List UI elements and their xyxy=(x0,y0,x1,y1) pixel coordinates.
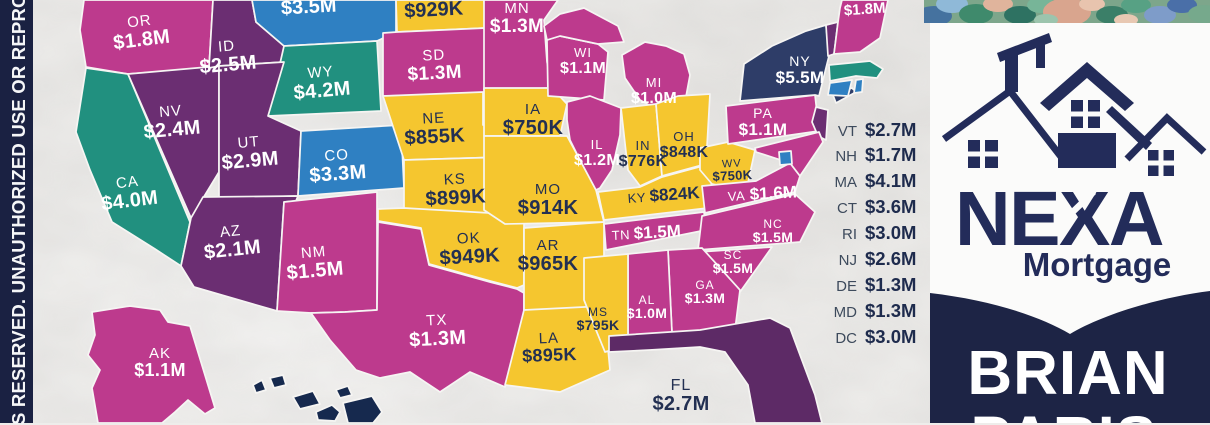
svg-text:IN: IN xyxy=(636,138,651,153)
svg-text:$1.1M: $1.1M xyxy=(134,360,186,380)
svg-text:AL: AL xyxy=(639,293,656,307)
svg-text:MI: MI xyxy=(646,75,662,90)
svg-text:$3.0M: $3.0M xyxy=(865,326,916,347)
svg-text:NH: NH xyxy=(835,148,857,165)
svg-text:$3.0M: $3.0M xyxy=(865,222,916,243)
svg-text:$1.3M: $1.3M xyxy=(865,300,916,321)
svg-text:$1.6M: $1.6M xyxy=(749,182,797,203)
svg-text:$1.2M: $1.2M xyxy=(574,152,620,169)
svg-text:MN: MN xyxy=(504,0,529,17)
svg-text:$1.3M: $1.3M xyxy=(409,327,467,352)
svg-text:$795K: $795K xyxy=(577,317,620,333)
svg-text:$3.6M: $3.6M xyxy=(865,196,916,217)
svg-text:$929K: $929K xyxy=(404,0,465,23)
svg-text:$1.5M: $1.5M xyxy=(713,260,753,276)
svg-text:$848K: $848K xyxy=(660,144,709,161)
svg-text:MS: MS xyxy=(588,305,608,319)
svg-text:$1.8M: $1.8M xyxy=(843,0,886,19)
svg-text:$4.2M: $4.2M xyxy=(293,78,352,105)
svg-text:$2.4M: $2.4M xyxy=(143,117,202,144)
svg-text:NE: NE xyxy=(422,109,446,127)
svg-text:RI: RI xyxy=(842,226,857,243)
svg-text:MO: MO xyxy=(535,181,561,198)
svg-text:$855K: $855K xyxy=(404,124,466,149)
svg-text:$1.5M: $1.5M xyxy=(753,229,793,245)
svg-text:$1.0M: $1.0M xyxy=(627,305,667,321)
svg-text:PA: PA xyxy=(753,105,773,121)
svg-text:$2.9M: $2.9M xyxy=(221,148,280,175)
svg-text:IA: IA xyxy=(525,101,541,118)
svg-text:$1.1M: $1.1M xyxy=(739,120,788,139)
svg-text:$965K: $965K xyxy=(518,253,579,275)
svg-text:$949K: $949K xyxy=(439,244,501,269)
svg-text:$2.6M: $2.6M xyxy=(865,248,916,269)
svg-text:OK: OK xyxy=(456,229,481,247)
svg-text:SC: SC xyxy=(724,248,743,262)
svg-text:CT: CT xyxy=(837,200,857,217)
svg-text:$1.0M: $1.0M xyxy=(631,90,677,107)
svg-text:$899K: $899K xyxy=(425,185,487,210)
svg-text:$824K: $824K xyxy=(649,183,701,205)
svg-text:KY: KY xyxy=(627,190,646,206)
svg-text:CA: CA xyxy=(115,173,140,193)
svg-text:$2.7M: $2.7M xyxy=(652,393,709,415)
svg-text:PARIS: PARIS xyxy=(971,404,1158,423)
svg-text:IL: IL xyxy=(591,137,604,152)
svg-text:KS: KS xyxy=(443,170,466,188)
svg-text:WI: WI xyxy=(574,45,592,60)
svg-text:NJ: NJ xyxy=(839,252,857,269)
svg-text:$914K: $914K xyxy=(518,197,579,219)
svg-text:$3.5M: $3.5M xyxy=(280,0,337,19)
svg-text:TN: TN xyxy=(611,227,630,243)
svg-text:NC: NC xyxy=(763,217,782,231)
svg-text:NY: NY xyxy=(789,53,810,69)
svg-text:VT: VT xyxy=(838,123,857,140)
svg-text:NEXA: NEXA xyxy=(955,176,1163,262)
svg-text:ID: ID xyxy=(217,37,235,55)
svg-text:FL: FL xyxy=(671,377,692,394)
svg-text:LA: LA xyxy=(538,330,559,348)
svg-text:$750K: $750K xyxy=(712,167,753,184)
svg-text:AR: AR xyxy=(537,237,560,254)
svg-text:$2.5M: $2.5M xyxy=(199,52,258,79)
svg-text:$895K: $895K xyxy=(522,344,577,366)
svg-text:$1.3M: $1.3M xyxy=(407,62,462,86)
svg-text:SD: SD xyxy=(422,46,446,64)
svg-text:$4.1M: $4.1M xyxy=(865,170,916,191)
svg-text:MD: MD xyxy=(834,304,857,321)
svg-text:$750K: $750K xyxy=(503,117,564,139)
svg-text:MA: MA xyxy=(835,174,858,191)
svg-text:$776K: $776K xyxy=(619,153,668,170)
svg-text:UT: UT xyxy=(237,133,260,152)
svg-text:$1.3M: $1.3M xyxy=(685,290,725,306)
svg-text:BRIAN: BRIAN xyxy=(967,339,1168,408)
svg-text:GA: GA xyxy=(695,278,714,292)
svg-text:AZ: AZ xyxy=(219,222,242,241)
svg-text:WV: WV xyxy=(722,157,742,170)
svg-text:WY: WY xyxy=(307,63,335,82)
svg-text:NV: NV xyxy=(158,102,182,121)
svg-text:OH: OH xyxy=(673,129,695,144)
svg-text:Mortgage: Mortgage xyxy=(1023,246,1172,283)
svg-text:$1.3M: $1.3M xyxy=(865,274,916,295)
svg-text:$5.5M: $5.5M xyxy=(776,68,825,87)
svg-text:VA: VA xyxy=(727,188,745,204)
svg-text:$1.3M: $1.3M xyxy=(490,16,544,37)
svg-text:$1.1M: $1.1M xyxy=(560,60,606,77)
svg-text:$2.7M: $2.7M xyxy=(865,119,916,140)
svg-text:$1.5M: $1.5M xyxy=(286,258,345,285)
svg-text:CO: CO xyxy=(324,146,350,165)
svg-text:AK: AK xyxy=(149,345,171,362)
svg-text:DC: DC xyxy=(835,330,857,347)
svg-text:$1.5M: $1.5M xyxy=(633,221,681,242)
svg-text:NM: NM xyxy=(300,243,327,262)
svg-text:DE: DE xyxy=(836,278,857,295)
svg-text:OR: OR xyxy=(126,12,152,32)
svg-text:$1.7M: $1.7M xyxy=(865,144,916,165)
svg-text:TX: TX xyxy=(426,311,448,329)
svg-text:$3.3M: $3.3M xyxy=(309,161,367,187)
